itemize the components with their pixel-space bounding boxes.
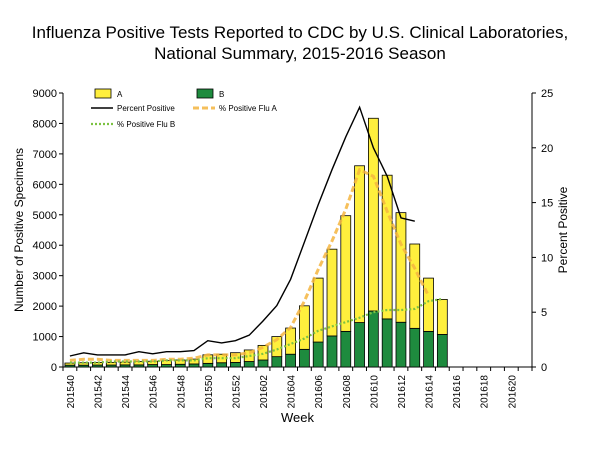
- bar-b: [368, 310, 379, 368]
- y-right-tick-label: 10: [541, 252, 553, 264]
- y-left-tick-label: 9000: [33, 88, 57, 100]
- y-right-tick-label: 25: [541, 88, 553, 100]
- bar-a: [409, 243, 421, 329]
- bar-a: [340, 215, 352, 332]
- bar-a: [257, 344, 269, 361]
- x-tick-label: 201614: [425, 375, 436, 409]
- x-tick-label: 201618: [480, 375, 491, 409]
- bar-a: [423, 277, 434, 332]
- line-percent-positive: [69, 105, 415, 357]
- bar-a: [312, 277, 324, 343]
- bar-b: [188, 363, 200, 368]
- bar-a: [285, 327, 296, 355]
- legend-label: A: [117, 90, 123, 99]
- bar-a: [326, 248, 338, 337]
- x-tick-label: 201540: [66, 375, 77, 409]
- bar-b: [174, 363, 186, 368]
- bar-b: [216, 362, 227, 368]
- bar-b: [381, 318, 393, 368]
- bar-b: [312, 341, 324, 368]
- x-tick-label: 201602: [259, 375, 270, 409]
- y-axis-right-title: Percent Positive: [556, 186, 570, 273]
- y-left-tick-label: 0: [51, 362, 57, 374]
- y-axis-left-title: Number of Positive Specimens: [12, 148, 26, 312]
- y-right-tick-label: 0: [541, 362, 547, 374]
- y-right-tick-label: 20: [541, 143, 553, 155]
- x-tick-label: 201546: [149, 375, 160, 409]
- bar-b: [436, 334, 448, 368]
- y-right-tick-label: 5: [541, 307, 547, 319]
- bar-a: [299, 305, 310, 350]
- bar-b: [423, 330, 434, 368]
- bar-b: [271, 356, 283, 368]
- x-tick-label: 201612: [397, 375, 408, 409]
- x-tick-label: 201542: [93, 375, 104, 409]
- y-left-tick-label: 5000: [33, 210, 57, 222]
- y-left-tick-label: 1000: [33, 332, 57, 344]
- bar-a: [119, 361, 131, 366]
- bar-b: [299, 348, 310, 368]
- legend-swatch: [94, 88, 112, 99]
- bar-b: [326, 335, 338, 368]
- bar-b: [243, 361, 255, 368]
- bar-a: [368, 117, 379, 312]
- legend-label: Percent Positive: [117, 104, 175, 113]
- y-left-tick-label: 8000: [33, 118, 57, 130]
- bar-a: [354, 165, 365, 323]
- x-axis-title: Week: [281, 410, 314, 425]
- y-right-tick-label: 15: [541, 198, 553, 210]
- y-left-tick-label: 4000: [33, 240, 57, 252]
- x-tick-label: 201552: [231, 375, 242, 409]
- bar-a: [188, 358, 200, 365]
- bar-a: [92, 362, 103, 366]
- bar-b: [257, 359, 269, 368]
- y-left-tick-label: 3000: [33, 271, 57, 283]
- x-tick-label: 201550: [204, 375, 215, 409]
- x-tick-label: 201608: [342, 375, 353, 409]
- legend-label: B: [219, 90, 224, 99]
- legend-label: % Positive Flu A: [219, 104, 277, 113]
- y-left-tick-label: 6000: [33, 179, 57, 191]
- chart-title-line-1: Influenza Positive Tests Reported to CDC…: [31, 23, 569, 42]
- bar-b: [409, 327, 421, 368]
- x-tick-label: 201544: [121, 375, 132, 409]
- bar-a: [64, 362, 76, 366]
- legend-label: % Positive Flu B: [117, 120, 175, 129]
- y-left-tick-label: 7000: [33, 149, 57, 161]
- bar-b: [395, 321, 407, 368]
- bar-a: [381, 174, 393, 320]
- legend-swatch: [196, 88, 214, 99]
- bar-b: [340, 330, 352, 368]
- y-left-tick-label: 2000: [33, 301, 57, 313]
- bar-b: [354, 322, 365, 368]
- bar-a: [395, 212, 407, 323]
- x-tick-label: 201604: [287, 375, 298, 409]
- chart-title-line-2: National Summary, 2015-2016 Season: [154, 44, 446, 63]
- bar-b: [230, 362, 241, 368]
- x-tick-label: 201548: [176, 375, 187, 409]
- bar-b: [285, 353, 296, 368]
- x-tick-label: 201620: [507, 375, 518, 409]
- x-tick-label: 201616: [452, 375, 463, 409]
- x-tick-label: 201610: [369, 375, 380, 409]
- x-tick-label: 201606: [314, 375, 325, 409]
- bar-b: [202, 362, 214, 368]
- line-positive-flu-a: [69, 167, 430, 362]
- bar-a: [436, 299, 448, 335]
